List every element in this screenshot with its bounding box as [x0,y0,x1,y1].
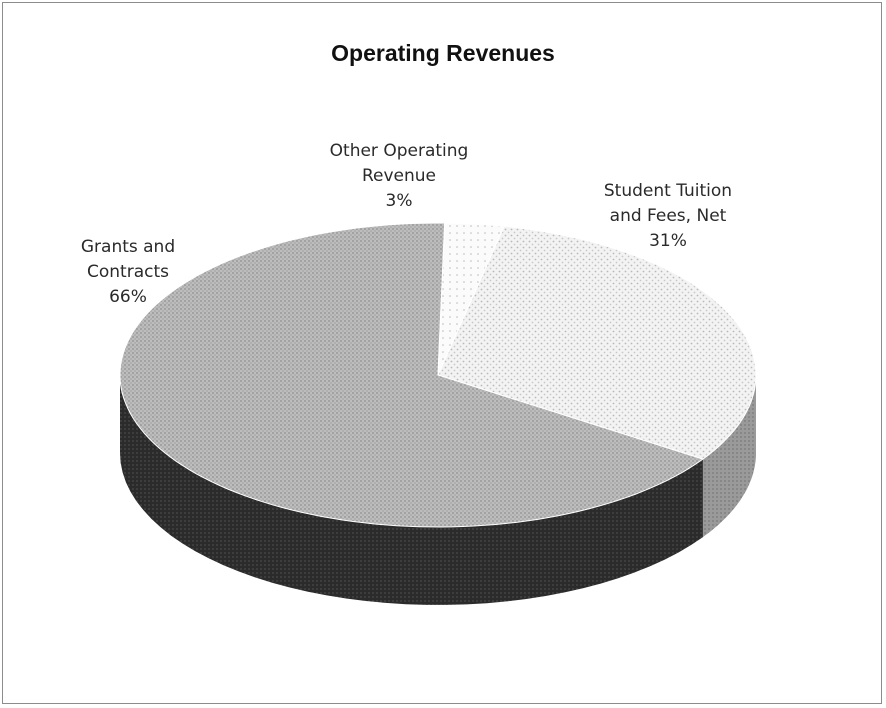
pie-side-wall [120,375,703,605]
pie-side-wall [702,375,756,538]
slice-name-label: Student Tuition [604,181,732,201]
chart-title: Operating Revenues [331,40,555,66]
slice-name-label: Grants and [81,237,175,257]
pie-labels: Student Tuition and Fees, Net 31% Grants an… [81,141,732,307]
slice-percent-label: 3% [386,191,413,211]
slice-label: Student Tuition and Fees, Net 31% [604,181,732,251]
pie-slice [119,222,705,528]
slice-percent-label: 66% [109,287,147,307]
slice-name-label: Contracts [87,262,169,282]
slice-label: Other Operating Revenue 3% [330,141,469,211]
pie-slices [119,222,757,528]
slice-label: Grants and Contracts 66% [81,237,175,307]
slice-percent-label: 31% [649,231,687,251]
pie-slice [437,222,505,376]
slice-name-label: Revenue [362,166,436,186]
slice-name-label: and Fees, Net [610,206,727,226]
pie-slice [437,225,757,460]
pie-side-walls [120,375,756,605]
slice-name-label: Other Operating [330,141,469,161]
